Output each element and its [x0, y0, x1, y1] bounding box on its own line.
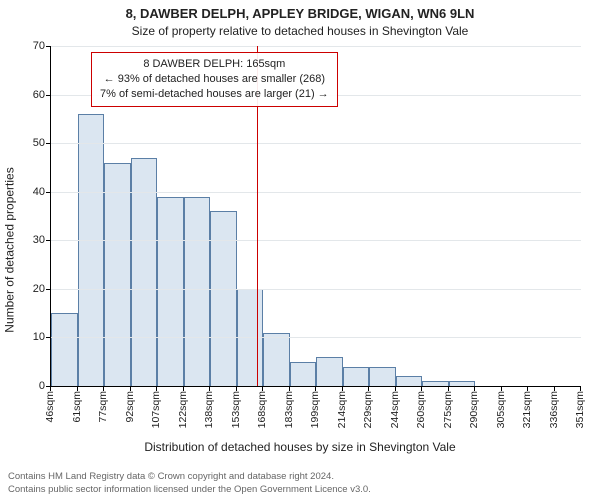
grid-line	[51, 337, 581, 338]
xtick-label: 46sqm	[44, 391, 56, 423]
histogram-bar	[104, 163, 131, 386]
ytick-label: 10	[33, 331, 45, 343]
xtick-label: 77sqm	[97, 391, 109, 423]
ytick-mark	[46, 337, 51, 338]
xtick-label: 260sqm	[415, 391, 427, 428]
xtick-label: 199sqm	[309, 391, 321, 428]
credits-line2: Contains public sector information licen…	[8, 484, 592, 496]
xtick-label: 290sqm	[468, 391, 480, 428]
ytick-mark	[46, 289, 51, 290]
xtick-label: 305sqm	[495, 391, 507, 428]
ytick-label: 20	[33, 283, 45, 295]
xtick-label: 61sqm	[71, 391, 83, 423]
info-line3: 7% of semi-detached houses are larger (2…	[100, 87, 329, 102]
x-axis-label: Distribution of detached houses by size …	[0, 440, 600, 454]
ytick-mark	[46, 143, 51, 144]
xtick-label: 122sqm	[177, 391, 189, 428]
chart-container: 8, DAWBER DELPH, APPLEY BRIDGE, WIGAN, W…	[0, 0, 600, 500]
x-ticks: 46sqm61sqm77sqm92sqm107sqm122sqm138sqm15…	[50, 386, 580, 446]
ytick-mark	[46, 240, 51, 241]
grid-line	[51, 240, 581, 241]
chart-title-line1: 8, DAWBER DELPH, APPLEY BRIDGE, WIGAN, W…	[0, 6, 600, 21]
grid-line	[51, 143, 581, 144]
histogram-bar	[157, 197, 184, 386]
histogram-bar	[396, 376, 423, 386]
grid-line	[51, 289, 581, 290]
ytick-mark	[46, 95, 51, 96]
xtick-label: 153sqm	[230, 391, 242, 428]
ytick-mark	[46, 192, 51, 193]
histogram-bar	[51, 313, 78, 386]
chart-title-line2: Size of property relative to detached ho…	[0, 24, 600, 38]
ytick-label: 70	[33, 40, 45, 52]
plot-area: 8 DAWBER DELPH: 165sqm ← 93% of detached…	[50, 46, 581, 387]
histogram-bar	[184, 197, 211, 386]
ytick-label: 50	[33, 137, 45, 149]
xtick-label: 321sqm	[521, 391, 533, 428]
histogram-bar	[343, 367, 370, 386]
ytick-label: 30	[33, 234, 45, 246]
xtick-label: 183sqm	[283, 391, 295, 428]
info-box: 8 DAWBER DELPH: 165sqm ← 93% of detached…	[91, 52, 338, 107]
grid-line	[51, 192, 581, 193]
histogram-bar	[78, 114, 105, 386]
xtick-label: 138sqm	[203, 391, 215, 428]
credits: Contains HM Land Registry data © Crown c…	[8, 471, 592, 496]
ytick-label: 60	[33, 89, 45, 101]
xtick-label: 244sqm	[389, 391, 401, 428]
histogram-bar	[316, 357, 343, 386]
histogram-bar	[369, 367, 396, 386]
y-axis-label: Number of detached properties	[2, 0, 18, 500]
histogram-bar	[210, 211, 237, 386]
ytick-label: 40	[33, 186, 45, 198]
xtick-label: 214sqm	[336, 391, 348, 428]
xtick-label: 92sqm	[124, 391, 136, 423]
histogram-bar	[290, 362, 317, 386]
xtick-label: 229sqm	[362, 391, 374, 428]
histogram-bar	[263, 333, 290, 386]
xtick-label: 107sqm	[150, 391, 162, 428]
info-line2: ← 93% of detached houses are smaller (26…	[100, 72, 329, 87]
xtick-label: 336sqm	[548, 391, 560, 428]
info-line1: 8 DAWBER DELPH: 165sqm	[100, 57, 329, 72]
xtick-label: 168sqm	[256, 391, 268, 428]
grid-line	[51, 46, 581, 47]
xtick-label: 351sqm	[574, 391, 586, 428]
credits-line1: Contains HM Land Registry data © Crown c…	[8, 471, 592, 483]
xtick-label: 275sqm	[442, 391, 454, 428]
ytick-mark	[46, 46, 51, 47]
